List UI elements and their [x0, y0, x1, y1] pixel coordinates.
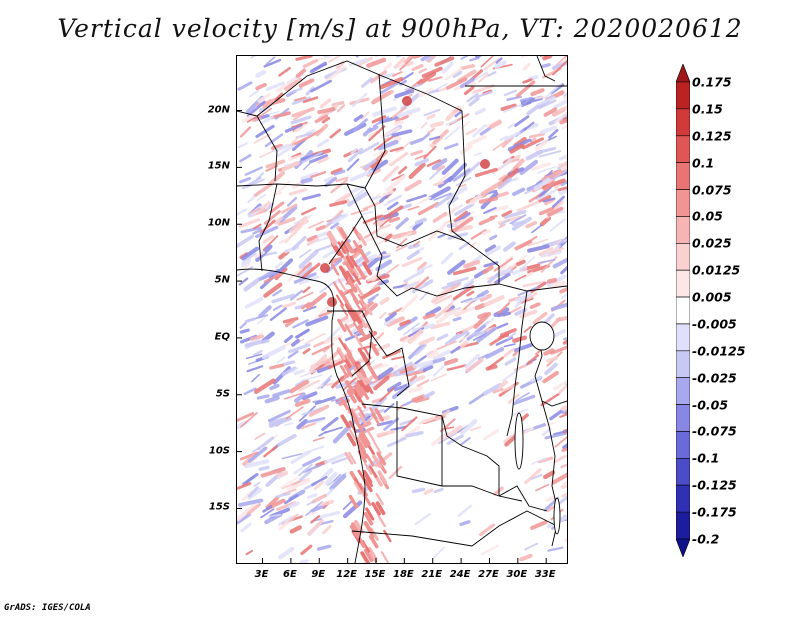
colorbar	[676, 64, 690, 557]
lon-label: 12E	[336, 569, 357, 580]
border-line	[448, 205, 466, 242]
border-line	[364, 73, 386, 237]
colorbar-segment	[676, 377, 690, 405]
colorbar-label: -0.025	[692, 370, 737, 386]
lake-outline	[514, 412, 524, 470]
vertical-velocity-field	[237, 56, 567, 563]
border-line	[328, 183, 363, 265]
colorbar-segment	[676, 242, 690, 271]
border-line	[441, 416, 523, 502]
colorbar-label: 0.1	[692, 155, 715, 171]
colorbar-segment	[676, 323, 690, 352]
border-line	[541, 400, 567, 407]
border-line	[327, 310, 373, 377]
axis-ticks	[237, 110, 547, 563]
colorbar-segment	[676, 431, 690, 459]
strong-ascent-cell	[480, 159, 490, 169]
lon-label: 21E	[421, 569, 443, 580]
map-title: Vertical velocity [m/s] at 900hPa, VT: 2…	[57, 14, 743, 43]
colorbar-segment	[676, 135, 690, 163]
colorbar-segment	[676, 511, 690, 540]
lon-label: 33E	[534, 569, 556, 580]
lon-label: 18E	[392, 569, 414, 580]
colorbar-label: -0.005	[692, 316, 737, 332]
colorbar-segment	[676, 108, 690, 137]
colorbar-segment	[676, 404, 690, 432]
colorbar-label: -0.0125	[692, 343, 746, 359]
colorbar-label: 0.005	[692, 289, 732, 305]
colorbar-label: 0.175	[692, 74, 732, 90]
colorbar-segment	[676, 189, 690, 217]
lon-label: 6E	[282, 569, 297, 580]
velocity-streaks	[237, 56, 567, 563]
border-line	[258, 183, 278, 272]
colorbar-bottom-arrow	[676, 538, 690, 557]
colorbar-segment	[676, 162, 690, 190]
border-line	[506, 290, 528, 437]
colorbar-label: 0.05	[692, 208, 723, 224]
colorbar-label: 0.075	[692, 182, 732, 198]
border-line	[256, 60, 466, 207]
border-line	[351, 510, 558, 547]
lat-label: 15S	[208, 501, 230, 513]
lat-label: 10N	[207, 217, 230, 229]
colorbar-label: -0.05	[692, 397, 729, 413]
colorbar-label: -0.125	[692, 477, 737, 493]
colorbar-label: -0.175	[692, 504, 737, 520]
colorbar-label: 0.025	[692, 235, 732, 251]
border-line	[396, 401, 443, 487]
border-line	[498, 485, 548, 512]
colorbar-label: -0.2	[692, 531, 720, 547]
lake-outline	[529, 321, 555, 351]
lat-label: 15N	[207, 160, 230, 172]
strong-ascent-cell	[402, 96, 412, 106]
colorbar-label: 0.125	[692, 128, 732, 144]
border-line	[351, 415, 366, 563]
colorbar-label: -0.075	[692, 423, 737, 439]
colorbar-top-arrow	[676, 64, 690, 83]
colorbar-label: -0.1	[692, 450, 720, 466]
grads-credit: GrADS: IGES/COLA	[4, 603, 91, 613]
lon-label: 24E	[449, 569, 471, 580]
strong-ascent-cell	[327, 297, 337, 307]
border-line	[361, 403, 500, 496]
border-line	[237, 183, 366, 189]
colorbar-segment	[676, 484, 690, 513]
border-line	[237, 268, 353, 417]
border-line	[376, 230, 500, 284]
border-line	[536, 56, 556, 82]
country-borders	[237, 56, 567, 563]
colorbar-segment	[676, 350, 690, 379]
lon-label: 30E	[506, 569, 528, 580]
lon-label: 15E	[364, 569, 386, 580]
lat-label: 5N	[214, 274, 230, 286]
colorbar-segment	[676, 216, 690, 244]
lat-label: 5S	[215, 388, 230, 400]
lat-label: 10S	[208, 445, 230, 457]
strong-ascent-cell	[320, 263, 330, 273]
colorbar-segment	[676, 81, 690, 110]
colorbar-label: 0.0125	[692, 262, 741, 278]
colorbar-segment	[676, 269, 690, 298]
map-panel	[236, 55, 568, 564]
border-line	[368, 330, 410, 397]
lat-label: EQ	[214, 331, 230, 343]
lon-label: 27E	[478, 569, 499, 580]
lon-label: 9E	[311, 569, 326, 580]
colorbar-segment	[676, 458, 690, 486]
lon-label: 3E	[254, 569, 269, 580]
border-line	[361, 215, 500, 297]
colorbar-label: 0.15	[692, 101, 723, 117]
lat-label: 20N	[207, 104, 230, 116]
lake-outline	[553, 497, 561, 535]
border-line	[237, 110, 278, 182]
colorbar-segment	[676, 296, 690, 325]
